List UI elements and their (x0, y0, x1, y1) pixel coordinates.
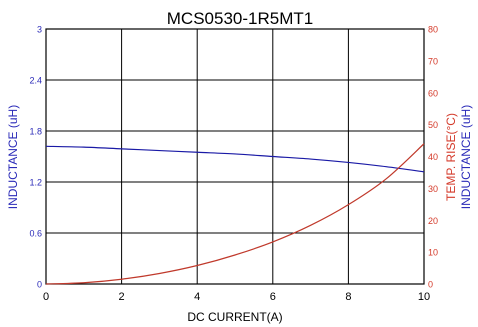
x-tick-label: 0 (43, 291, 49, 303)
y-right-tick-label: 30 (428, 184, 438, 194)
y-right-tick-label: 10 (428, 248, 438, 258)
y-left-tick-label: 3 (37, 25, 42, 35)
plot-frame (45, 28, 425, 285)
y-axis-left-label: INDUCTANCE (uH) (6, 105, 20, 209)
series-lines (45, 143, 425, 285)
y-right-tick-label: 50 (428, 120, 438, 130)
x-tick-label: 2 (119, 291, 125, 303)
x-axis-label: DC CURRENT(A) (187, 310, 282, 324)
y-right-tick-label: 80 (428, 25, 438, 35)
y-right-tick-label: 40 (428, 152, 438, 162)
y-left-tick-label: 1.2 (29, 178, 42, 188)
y-left-tick-label: 1.8 (29, 127, 42, 137)
x-tick-label: 10 (418, 291, 430, 303)
x-tick-label: 8 (345, 291, 351, 303)
grid-lines (45, 28, 425, 285)
y-axis-right-temp-label: TEMP. RISE(°C) (444, 113, 458, 201)
y-right-tick-label: 0 (428, 280, 433, 290)
x-tick-label: 6 (270, 291, 276, 303)
y-right-tick-label: 20 (428, 216, 438, 226)
chart-title: MCS0530-1R5MT1 (167, 9, 313, 28)
y-left-tick-label: 0 (37, 280, 42, 290)
inductance-curve (45, 145, 425, 173)
y-left-tick-label: 0.6 (29, 229, 42, 239)
temperature-curve (45, 143, 425, 285)
y-axis-right-inductance-label: INDUCTANCE (uH) (459, 105, 473, 209)
y-right-tick-label: 60 (428, 88, 438, 98)
x-tick-label: 4 (194, 291, 200, 303)
y-right-tick-label: 70 (428, 56, 438, 66)
y-left-tick-label: 2.4 (29, 76, 42, 86)
